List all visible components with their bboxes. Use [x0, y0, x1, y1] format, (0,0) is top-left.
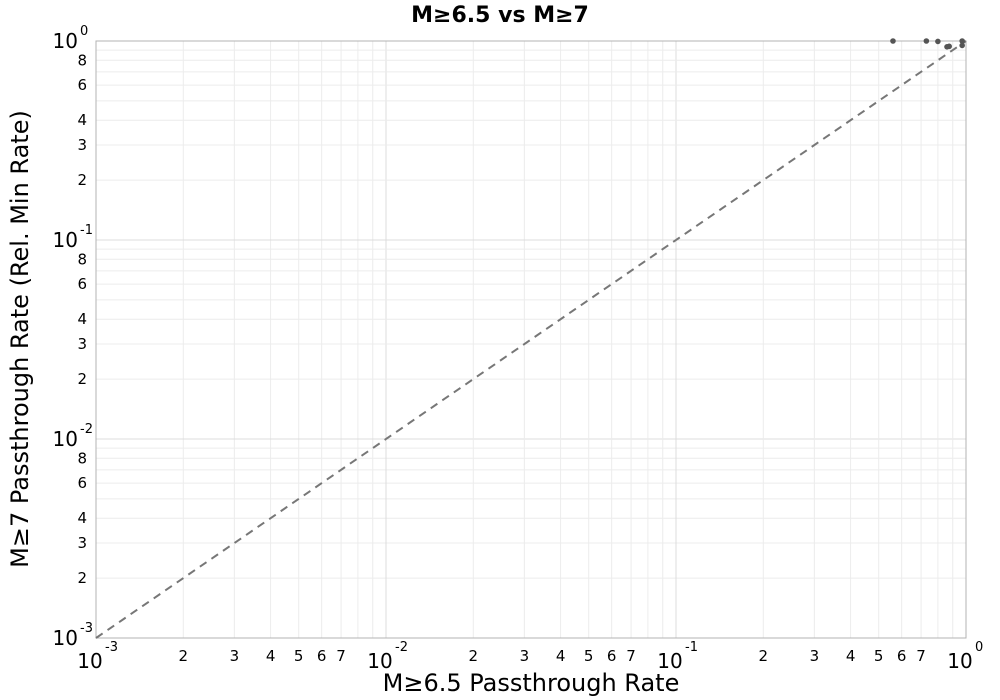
x-minor-tick-label: 6 [317, 647, 327, 665]
y-major-tick-label: 10 [53, 626, 78, 650]
x-axis-label: M≥6.5 Passthrough Rate [383, 669, 680, 697]
reference-diagonal-line [95, 40, 967, 639]
data-point [923, 38, 930, 44]
y-minor-tick-label: 6 [77, 474, 87, 492]
y-major-tick-label: 10 [53, 228, 78, 252]
y-major-tick-exponent: -3 [80, 621, 93, 636]
y-minor-tick-label: 2 [77, 370, 87, 388]
y-minor-tick-label: 8 [77, 250, 87, 268]
x-minor-tick-label: 3 [230, 647, 240, 665]
x-minor-tick-label: 5 [584, 647, 594, 665]
y-minor-tick-label: 6 [77, 76, 87, 94]
grid [95, 41, 966, 639]
y-major-tick-exponent: -1 [80, 223, 93, 238]
data-point [946, 43, 952, 50]
x-major-tick-exponent: 0 [975, 640, 983, 655]
y-major-tick-exponent: 0 [80, 24, 88, 39]
x-major-tick-exponent: -3 [105, 640, 118, 655]
x-major-tick-label: 10 [367, 649, 392, 673]
x-minor-tick-label: 7 [626, 647, 636, 665]
x-minor-tick-label: 7 [336, 647, 346, 665]
y-minor-tick-label: 4 [77, 509, 87, 527]
y-minor-tick-label: 3 [77, 136, 87, 154]
y-minor-tick-label: 4 [77, 111, 87, 129]
y-minor-tick-label: 8 [77, 449, 87, 467]
y-minor-tick-label: 8 [77, 51, 87, 69]
x-minor-tick-label: 4 [846, 647, 856, 665]
x-major-tick-label: 10 [947, 649, 972, 673]
x-minor-tick-label: 4 [556, 647, 566, 665]
x-minor-tick-label: 5 [874, 647, 884, 665]
x-minor-tick-label: 2 [469, 647, 479, 665]
x-minor-tick-label: 7 [916, 647, 926, 665]
data-points [890, 38, 965, 50]
x-minor-tick-label: 2 [759, 647, 769, 665]
x-major-tick-label: 10 [657, 649, 682, 673]
data-point [959, 42, 965, 49]
y-axis-label: M≥7 Passthrough Rate (Rel. Min Rate) [6, 110, 34, 568]
y-minor-tick-label: 2 [77, 569, 87, 587]
data-point [890, 38, 896, 44]
chart-title: M≥6.5 vs M≥7 [411, 3, 589, 28]
x-minor-tick-label: 2 [179, 647, 189, 665]
y-major-tick-label: 10 [53, 427, 78, 451]
x-minor-tick-label: 6 [607, 647, 617, 665]
y-minor-tick-label: 3 [77, 335, 87, 353]
x-major-tick-exponent: -2 [395, 640, 408, 655]
plot-frame [95, 40, 967, 639]
x-minor-tick-label: 3 [810, 647, 820, 665]
y-minor-tick-label: 2 [77, 171, 87, 189]
y-minor-tick-label: 3 [77, 534, 87, 552]
data-point [959, 38, 965, 44]
y-minor-tick-label: 6 [77, 275, 87, 293]
x-minor-tick-label: 4 [266, 647, 276, 665]
x-minor-tick-label: 3 [520, 647, 530, 665]
x-major-tick-exponent: -1 [685, 640, 698, 655]
y-minor-tick-label: 4 [77, 310, 87, 328]
data-point [935, 38, 941, 45]
y-major-tick-exponent: -2 [80, 422, 93, 437]
x-minor-tick-label: 5 [294, 647, 304, 665]
y-major-tick-label: 10 [53, 29, 78, 53]
x-minor-tick-label: 6 [897, 647, 907, 665]
x-major-tick-label: 10 [77, 649, 102, 673]
